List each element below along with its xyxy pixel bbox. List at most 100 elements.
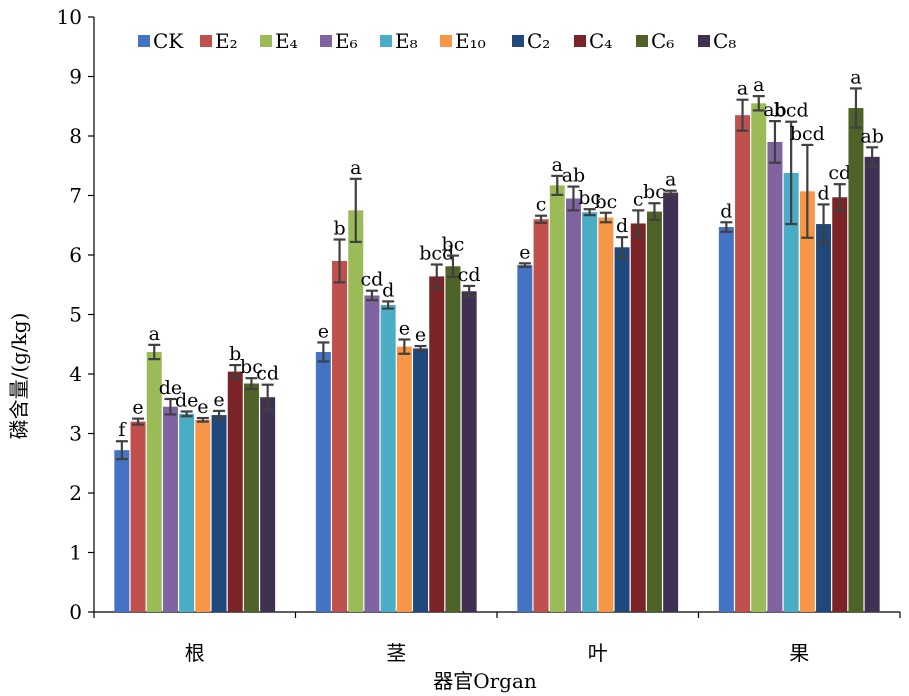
x-axis-title: 器官Organ <box>433 669 537 693</box>
y-tick-label: 4 <box>69 362 82 386</box>
bar <box>799 191 815 612</box>
bar <box>445 266 461 612</box>
significance-label: a <box>149 323 160 345</box>
significance-label: d <box>382 279 394 301</box>
bar <box>146 351 162 612</box>
bar <box>751 103 767 613</box>
significance-label: d <box>817 182 829 204</box>
bar <box>211 415 227 612</box>
legend-label: E₆ <box>335 29 358 53</box>
significance-label: bc <box>442 234 465 256</box>
legend-swatch <box>200 35 212 47</box>
bar <box>179 413 195 612</box>
bar <box>315 351 331 612</box>
legend-swatch <box>440 35 452 47</box>
significance-label: e <box>399 317 410 339</box>
legend-swatch <box>574 35 586 47</box>
significance-label: d <box>720 200 732 222</box>
bar <box>130 421 146 612</box>
legend-swatch <box>380 35 392 47</box>
y-axis-title: 磷含量/(g/kg) <box>7 313 31 440</box>
significance-label: c <box>536 194 547 216</box>
bar <box>332 260 348 612</box>
significance-label: bc <box>643 181 666 203</box>
bar <box>396 346 412 612</box>
significance-label: a <box>753 74 764 96</box>
bar <box>864 156 880 612</box>
y-tick-label: 8 <box>69 124 82 148</box>
bar <box>517 265 533 612</box>
significance-label: a <box>665 169 676 191</box>
significance-label: c <box>633 188 644 210</box>
y-tick-label: 9 <box>69 65 82 89</box>
legend-label: C₆ <box>651 29 674 53</box>
bar <box>413 348 429 612</box>
significance-label: ab <box>562 165 586 187</box>
significance-label: e <box>197 396 208 418</box>
bar <box>767 141 783 612</box>
significance-label: a <box>737 78 748 100</box>
bar <box>582 212 598 612</box>
legend-swatch <box>138 35 150 47</box>
significance-label: e <box>519 241 530 263</box>
significance-label: b <box>333 218 345 240</box>
bar <box>783 172 799 612</box>
bar <box>630 223 646 612</box>
x-category-label: 根 <box>185 641 205 665</box>
legend-label: E₄ <box>275 29 298 53</box>
legend-label: C₈ <box>713 29 736 53</box>
bar <box>227 371 243 612</box>
bar <box>549 185 565 612</box>
bar <box>364 295 380 612</box>
bar <box>162 406 178 612</box>
bar <box>735 115 751 613</box>
significance-label: a <box>552 154 563 176</box>
y-tick-label: 1 <box>69 541 82 565</box>
bar <box>348 210 364 612</box>
bar <box>533 219 549 613</box>
legend-swatch <box>636 35 648 47</box>
significance-label: bcd <box>774 100 809 122</box>
significance-label: bc <box>240 356 263 378</box>
y-tick-label: 7 <box>69 184 82 208</box>
bar <box>832 197 848 612</box>
significance-label: de <box>175 389 198 411</box>
bar <box>598 217 614 612</box>
x-category-label: 茎 <box>386 641 406 665</box>
bar <box>718 227 734 612</box>
legend-swatch <box>320 35 332 47</box>
legend-swatch <box>260 35 272 47</box>
bar <box>565 198 581 612</box>
significance-label: e <box>318 320 329 342</box>
significance-label: ab <box>860 125 884 147</box>
legend-label: C₂ <box>527 29 550 53</box>
bar <box>260 397 276 612</box>
bar <box>380 304 396 612</box>
bar <box>848 108 864 612</box>
y-tick-label: 2 <box>69 481 82 505</box>
significance-label: a <box>850 66 861 88</box>
significance-label: bc <box>578 187 601 209</box>
bar <box>614 247 630 612</box>
bar <box>663 192 679 612</box>
legend-label: E₂ <box>215 29 238 53</box>
y-tick-label: 3 <box>69 422 82 446</box>
bar <box>461 291 477 612</box>
significance-label: bcd <box>790 123 825 145</box>
significance-label: e <box>415 324 426 346</box>
legend-label: CK <box>153 29 184 53</box>
bar <box>429 276 445 612</box>
significance-label: a <box>350 157 361 179</box>
significance-label: b <box>229 343 241 365</box>
significance-label: d <box>616 215 628 237</box>
significance-label: de <box>159 377 182 399</box>
significance-label: cd <box>361 269 384 291</box>
y-tick-label: 0 <box>69 600 82 624</box>
bar <box>646 211 662 612</box>
legend-swatch <box>512 35 524 47</box>
y-tick-label: 5 <box>69 303 82 327</box>
significance-label: cd <box>256 363 279 385</box>
bar <box>114 450 130 612</box>
